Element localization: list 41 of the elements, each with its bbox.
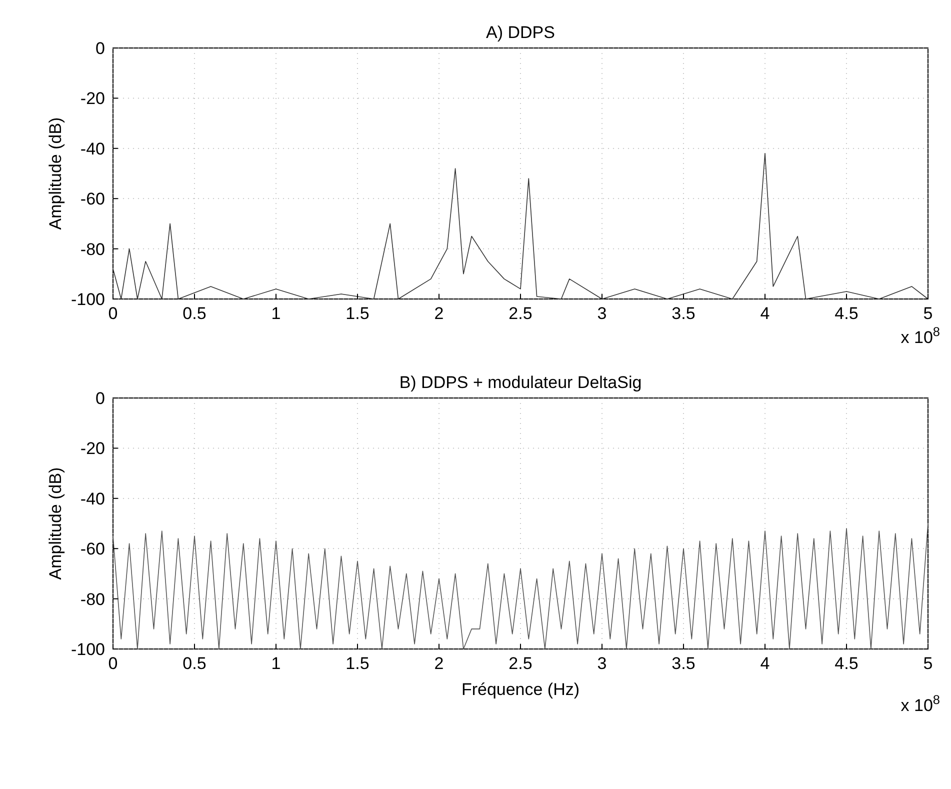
y-tick-label: -40 xyxy=(80,139,105,158)
y-tick-label: 0 xyxy=(96,389,105,408)
y-axis-title: Amplitude (dB) xyxy=(46,467,65,580)
chart-title: A) DDPS xyxy=(486,23,555,42)
x-tick-label: 2 xyxy=(434,654,444,673)
y-tick-label: -40 xyxy=(80,489,105,508)
x-tick-label: 5 xyxy=(923,654,933,673)
x-tick-label: 1.5 xyxy=(346,654,370,673)
x-tick-label: 4 xyxy=(760,654,770,673)
y-tick-label: -100 xyxy=(70,290,105,309)
x-tick-label: 3 xyxy=(597,654,607,673)
x-tick-label: 4.5 xyxy=(834,654,858,673)
x-tick-label: 1.5 xyxy=(346,304,370,323)
y-tick-label: -80 xyxy=(80,240,105,259)
y-tick-label: -20 xyxy=(80,89,105,108)
y-tick-label: -80 xyxy=(80,590,105,609)
text: x 10$^{8}$ xyxy=(900,324,940,347)
text: x 10$^{8}$ xyxy=(900,692,940,715)
x-tick-label: 4.5 xyxy=(834,304,858,323)
x-tick-label: 1 xyxy=(271,304,281,323)
y-tick-label: -20 xyxy=(80,439,105,458)
x-tick-label: 2.5 xyxy=(508,654,532,673)
y-tick-label: -60 xyxy=(80,540,105,559)
x-tick-label: 0 xyxy=(108,304,118,323)
x-tick-label: 3.5 xyxy=(672,304,696,323)
x-tick-label: 2 xyxy=(434,304,444,323)
x-tick-label: 3 xyxy=(597,304,607,323)
y-tick-label: 0 xyxy=(96,39,105,58)
chart-title: B) DDPS + modulateur DeltaSig xyxy=(399,373,642,392)
x-tick-label: 0 xyxy=(108,654,118,673)
x-axis-title: Fréquence (Hz) xyxy=(461,680,580,699)
x-tick-label: 2.5 xyxy=(508,304,532,323)
x-tick-label: 1 xyxy=(271,654,281,673)
y-tick-label: -100 xyxy=(70,640,105,659)
x-tick-label: 3.5 xyxy=(672,654,696,673)
y-tick-label: -60 xyxy=(80,190,105,209)
x-tick-label: 0.5 xyxy=(182,304,206,323)
x-tick-label: 4 xyxy=(760,304,770,323)
y-axis-title: Amplitude (dB) xyxy=(46,117,65,230)
x-tick-label: 5 xyxy=(923,304,933,323)
x-tick-label: 0.5 xyxy=(182,654,206,673)
